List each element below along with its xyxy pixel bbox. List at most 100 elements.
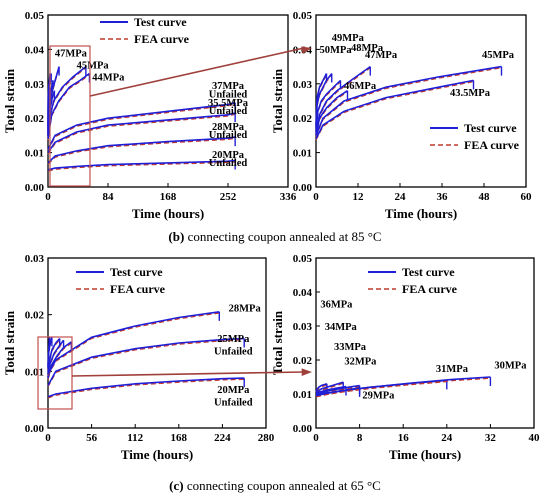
annotation-label: 37MPa [212, 81, 245, 92]
annotation-label: 34MPa [325, 322, 358, 333]
test-curve-34MPa [47, 337, 53, 369]
y-tick-label: 0.02 [25, 113, 45, 125]
legend: Test curve FEA curve [430, 121, 520, 152]
legend-test-label: Test curve [134, 15, 187, 29]
y-tick-label: 0.05 [25, 10, 45, 22]
annotation-label: 48MPa [351, 43, 384, 54]
legend-fea-label: FEA curve [134, 32, 190, 46]
test-curve-28MPa [47, 136, 236, 164]
x-axis-label: Time (hours) [389, 447, 461, 462]
x-tick-label: 60 [521, 191, 533, 203]
test-curve-35.5MPa [47, 112, 236, 154]
annotation-label: 29MPa [362, 390, 395, 401]
test-curve-48MPa [315, 79, 342, 133]
zoom-box [37, 336, 73, 410]
x-tick-label: 252 [220, 191, 237, 203]
x-tick-label: 112 [127, 432, 143, 444]
annotation-label: 46MPa [344, 81, 377, 92]
annotation-label: Unfailed [209, 90, 248, 101]
x-tick-label: 36 [437, 191, 449, 203]
x-tick-label: 0 [45, 432, 51, 444]
annotation-label: 31MPa [436, 364, 469, 375]
legend-test-label: Test curve [110, 265, 163, 279]
annotation-label: 44MPa [92, 72, 125, 83]
zoom-box [49, 45, 91, 187]
test-curve-37MPa [47, 101, 236, 150]
x-tick-label: 0 [313, 191, 319, 203]
annotation-label: 35.5MPa [208, 98, 249, 109]
test-curve-20MPa [47, 377, 245, 398]
caption-c-text: connecting coupon annealed at 65 °C [183, 478, 381, 493]
annotation-label: Unfailed [209, 130, 248, 141]
annotation-label: 20MPa [217, 385, 250, 396]
test-curve-33MPa [47, 337, 61, 375]
x-tick-label: 12 [353, 191, 365, 203]
fea-curve-34MPa [315, 382, 344, 395]
zoom-arrow-head [301, 368, 312, 376]
annotation-label: Unfailed [214, 397, 253, 408]
y-tick-label: 0.01 [293, 148, 312, 160]
annotation-label: Unfailed [209, 106, 248, 117]
annotation-label: 47MPa [365, 50, 398, 61]
annotation-label: 43.5MPa [450, 88, 491, 99]
annotation-label: 50MPa [320, 45, 353, 56]
fea-curve-28MPa [47, 137, 236, 165]
x-tick-label: 32 [485, 432, 497, 444]
test-curve-45MPa [47, 65, 87, 136]
test-curve-32MPa [47, 339, 65, 378]
caption-c-letter: (c) [169, 478, 184, 493]
test-curve-20MPa [47, 159, 236, 171]
fea-curve-20MPa [47, 378, 245, 399]
legend-fea-label: FEA curve [402, 282, 458, 296]
annotation-label: 25MPa [217, 334, 250, 345]
annotation-label: 49MPa [332, 33, 365, 44]
annotation-label: 45MPa [482, 50, 515, 61]
test-curve-28MPa [47, 311, 220, 375]
y-tick-label: 0.05 [293, 10, 313, 22]
test-curve-34MPa [315, 381, 344, 393]
y-axis-label: Total strain [2, 310, 17, 375]
fea-curve-29MPa [315, 388, 360, 398]
y-tick-label: 0.04 [25, 44, 45, 56]
y-tick-label: 0.00 [293, 182, 313, 194]
legend-fea-label: FEA curve [110, 282, 166, 296]
y-tick-label: 0.03 [25, 253, 45, 265]
y-tick-label: 0.00 [25, 182, 45, 194]
zoom-arrow-line [89, 47, 305, 97]
annotation-label: 32MPa [344, 356, 377, 367]
y-tick-label: 0.05 [293, 253, 313, 265]
x-axis-label: Time (hours) [132, 206, 204, 221]
y-axis-label: Total strain [270, 68, 285, 133]
test-curve-25MPa [47, 337, 245, 386]
plot-frame [315, 14, 527, 188]
chart-b_right: 012243648600.000.010.020.030.040.05Time … [270, 10, 532, 221]
x-tick-label: 56 [86, 432, 98, 444]
annotation-label: 47MPa [55, 48, 88, 59]
zoom-arrow-head [301, 46, 312, 54]
fea-curve-37MPa [47, 103, 236, 151]
test-curve-49MPa [315, 73, 333, 129]
fea-curve-35.5MPa [47, 113, 236, 155]
annotation-label: 33MPa [334, 342, 367, 353]
x-tick-label: 280 [258, 432, 275, 444]
fea-curve-28MPa [47, 312, 220, 376]
y-tick-label: 0.01 [25, 366, 44, 378]
legend-fea-label: FEA curve [464, 138, 520, 152]
annotation-label: 28MPa [229, 303, 262, 314]
annotation-label: Unfailed [214, 346, 253, 357]
x-tick-label: 168 [160, 191, 177, 203]
annotation-label: 45MPa [77, 60, 110, 71]
legend-test-label: Test curve [464, 121, 517, 135]
zoom-arrow-line [71, 371, 305, 377]
y-tick-label: 0.02 [25, 310, 45, 322]
x-tick-label: 24 [395, 191, 407, 203]
annotation-label: 30MPa [494, 361, 527, 372]
test-curve-32MPa [315, 384, 360, 395]
fea-curve-45MPa [315, 67, 502, 137]
annotation-label: 28MPa [212, 122, 245, 133]
y-tick-label: 0.00 [25, 423, 45, 435]
test-curve-29MPa [315, 387, 360, 397]
plot-frame [315, 257, 535, 429]
chart-c_right: 0 8 16 24 32 40 0.00 0.01 0.02 0.03 0.04 0.05 Time (… [270, 253, 540, 462]
y-tick-label: 0.02 [293, 113, 313, 125]
